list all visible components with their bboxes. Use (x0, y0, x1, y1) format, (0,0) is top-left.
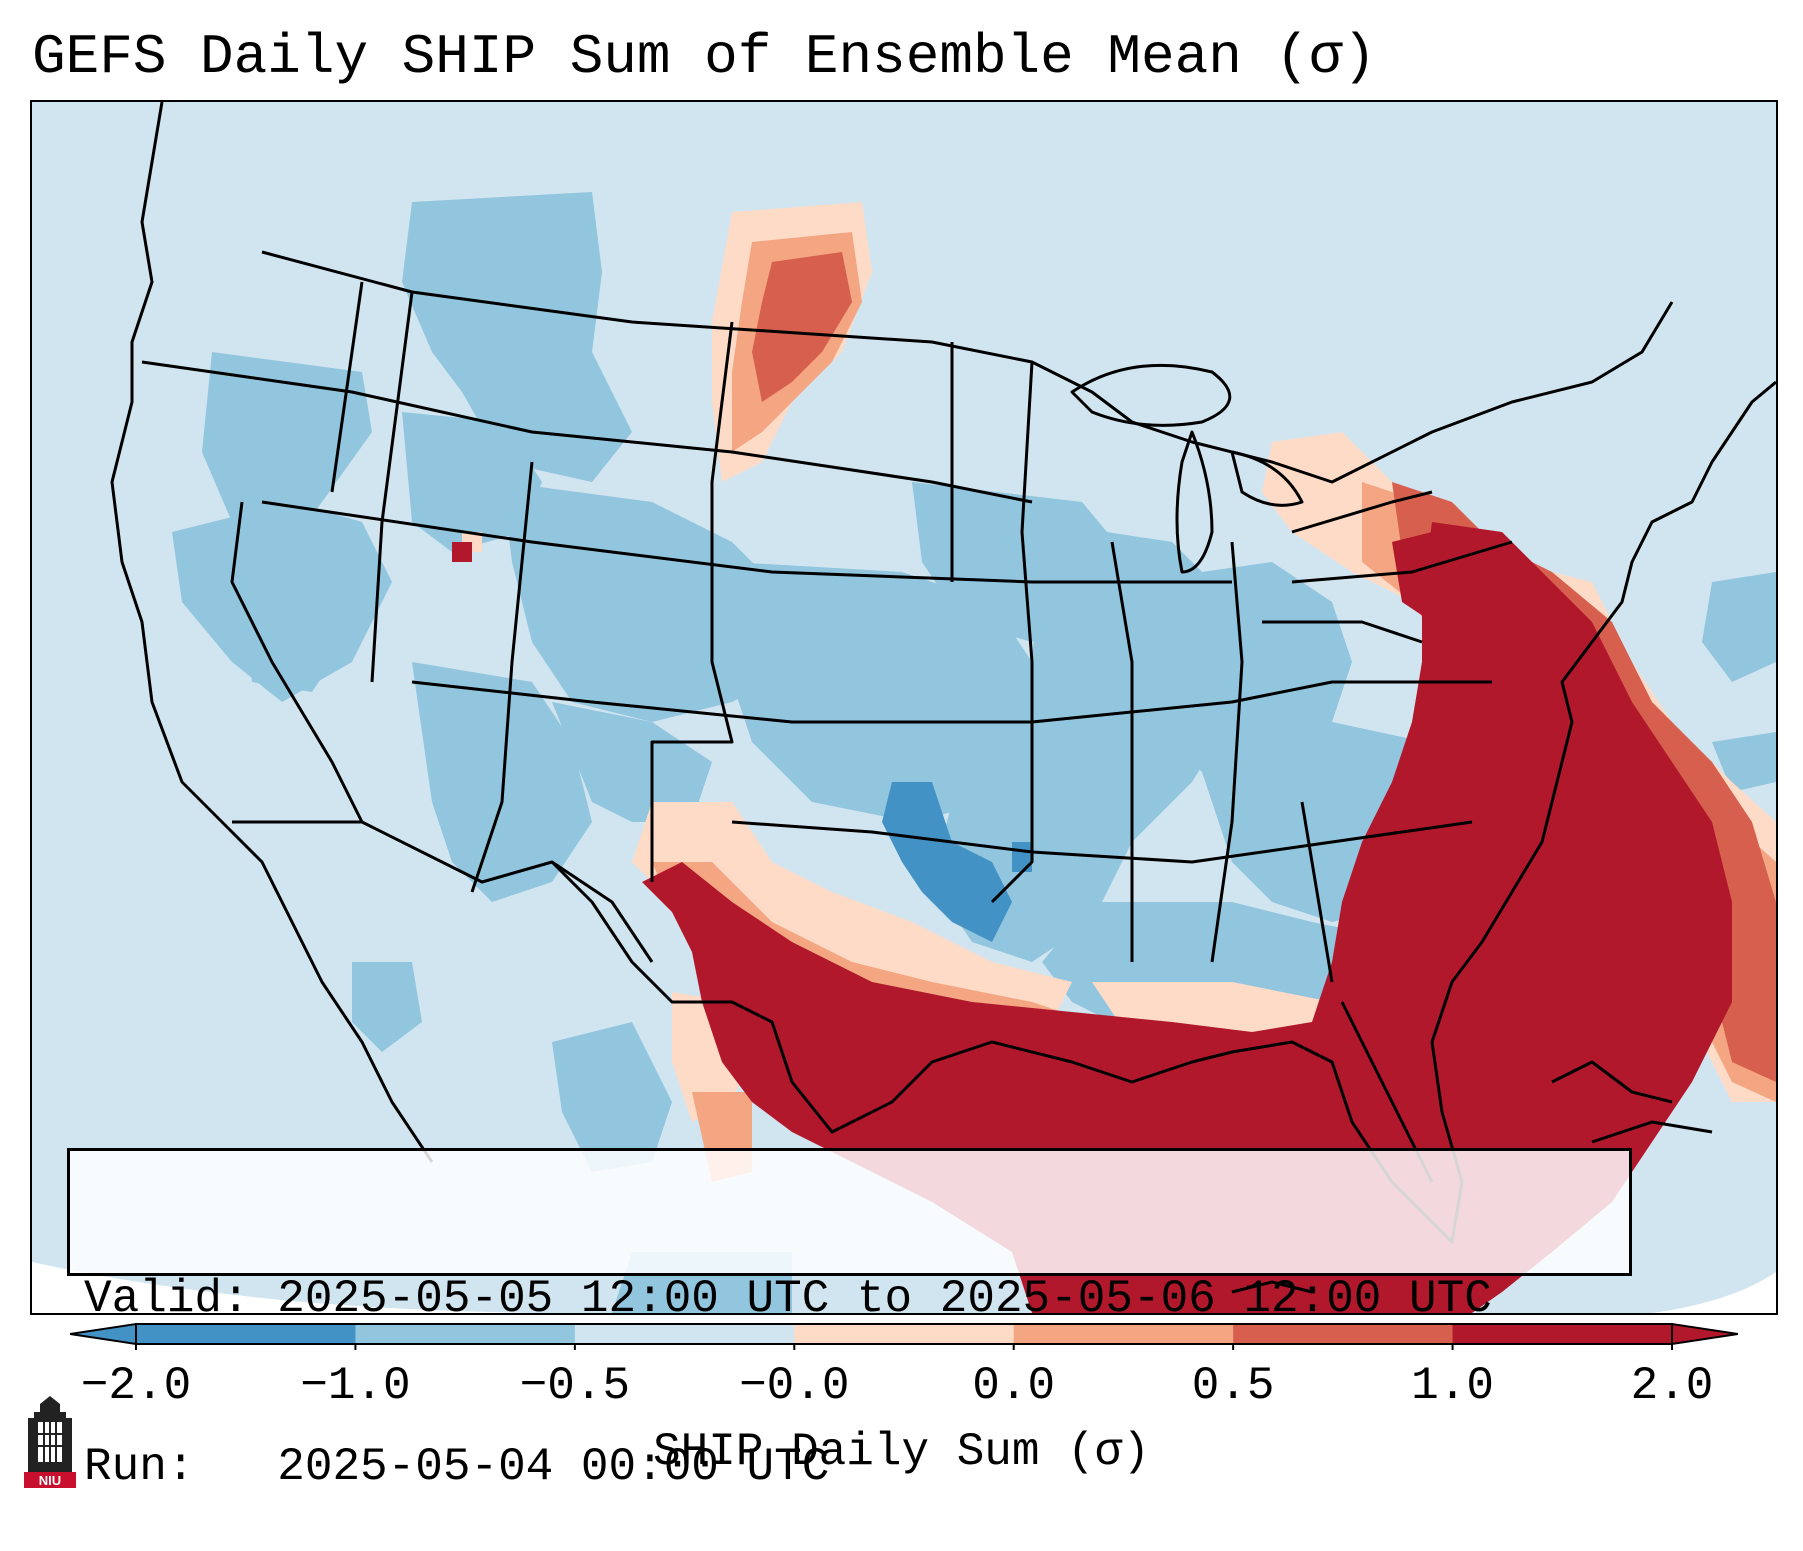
colorbar-tick-label: −0.5 (519, 1360, 631, 1412)
projection-edge (32, 1262, 632, 1313)
political-boundaries (110, 102, 1776, 1294)
colorbar-tick-label: −1.0 (300, 1360, 411, 1412)
colorbar-label: SHIP Daily Sum (σ) (653, 1426, 1150, 1478)
colorbar-segment (1233, 1324, 1454, 1344)
logo-text: NIU (39, 1473, 61, 1488)
colorbar-segment (794, 1324, 1015, 1344)
colorbar-tick-label: 0.5 (1191, 1360, 1275, 1412)
map-title: GEFS Daily SHIP Sum of Ensemble Mean (σ) (32, 25, 1377, 89)
colorbar-extend-high (1671, 1322, 1738, 1346)
colorbar-segment (136, 1324, 356, 1344)
validity-info-box: Valid: 2025-05-05 12:00 UTC to 2025-05-0… (67, 1148, 1632, 1493)
colorbar-segment (1452, 1324, 1673, 1344)
colorbar-segment (355, 1324, 576, 1344)
valid-time-line: Valid: 2025-05-05 12:00 UTC to 2025-05-0… (84, 1273, 1492, 1325)
projection-edge-right (1652, 1272, 1776, 1313)
colorbar-segment (574, 1324, 795, 1344)
university-tower-icon (28, 1396, 72, 1476)
colorbar-tick-label: −0.0 (739, 1360, 850, 1412)
colorbar-tick-label: −2.0 (80, 1360, 192, 1412)
run-time-line: Run: 2025-05-04 00:00 UTC (84, 1441, 830, 1493)
colorbar-tick-label: 0.0 (972, 1360, 1056, 1412)
colorbar-tick-label: 1.0 (1411, 1360, 1494, 1412)
colorbar-segment (1013, 1324, 1234, 1344)
colorbar-extend-low (70, 1322, 137, 1346)
niu-logo: NIU (24, 1396, 76, 1488)
extreme-positive-regions (452, 522, 1732, 1313)
colorbar (70, 1322, 1738, 1350)
map-panel (30, 100, 1778, 1315)
colorbar-tick-label: 2.0 (1630, 1360, 1714, 1412)
